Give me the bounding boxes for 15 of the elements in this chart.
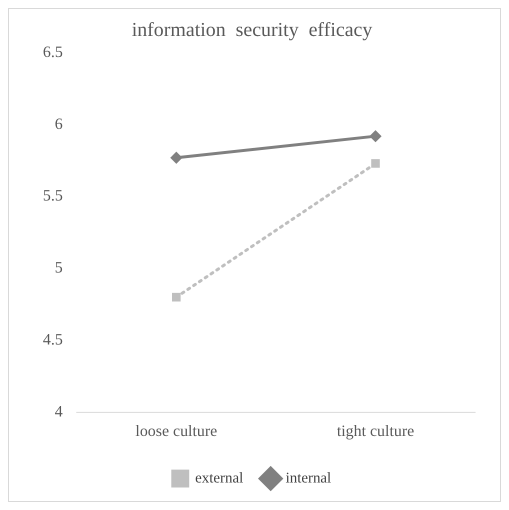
x-tick-label: loose culture xyxy=(135,422,218,440)
y-tick-label: 5 xyxy=(54,260,63,277)
point xyxy=(170,152,182,164)
y-tick-label: 6 xyxy=(54,116,63,133)
y-tick-label: 6.5 xyxy=(42,44,63,62)
y-tick-label: 4 xyxy=(54,403,63,420)
x-tick-label: tight culture xyxy=(336,422,414,440)
legend-label: internal xyxy=(286,470,332,487)
y-tick-label: 4.5 xyxy=(42,331,63,348)
point xyxy=(172,292,181,302)
y-tick-label: 5.5 xyxy=(42,188,63,205)
point xyxy=(371,159,380,168)
legend-label: external xyxy=(195,470,244,487)
point xyxy=(370,130,381,142)
chart-title: information security efficacy xyxy=(132,19,372,42)
